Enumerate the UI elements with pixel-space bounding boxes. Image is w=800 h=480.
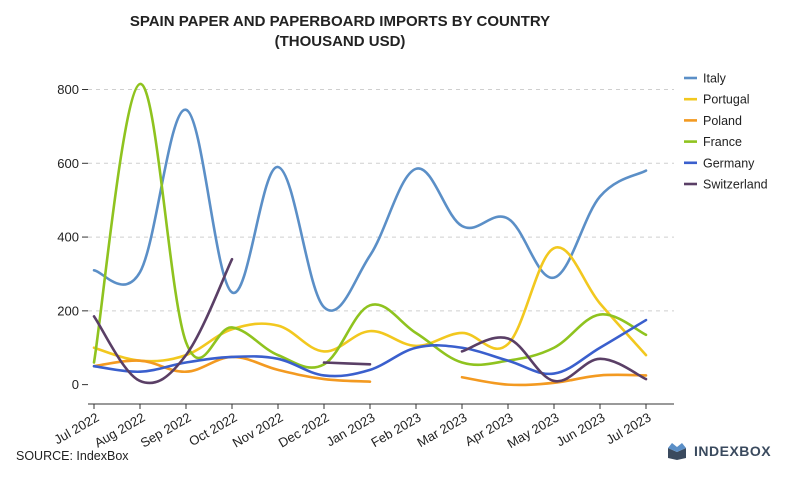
series-line-poland xyxy=(460,373,648,387)
x-tick-label: May 2023 xyxy=(505,410,562,452)
logo-text: INDEXBOX xyxy=(694,443,772,459)
legend-item-switzerland: Switzerland xyxy=(684,178,768,192)
y-tick-label: 200 xyxy=(57,303,79,318)
series-line-italy xyxy=(92,108,648,312)
x-tick-label: Jul 2023 xyxy=(603,410,653,448)
legend-label: Portugal xyxy=(703,93,750,107)
legend-item-italy: Italy xyxy=(684,72,727,86)
legend-label: Italy xyxy=(703,72,727,86)
series-france xyxy=(92,82,648,369)
series-italy xyxy=(92,108,648,312)
chart-title-line2: (THOUSAND USD) xyxy=(274,33,406,50)
chart-title-line1: SPAIN PAPER AND PAPERBOARD IMPORTS BY CO… xyxy=(129,13,551,30)
chart-title: SPAIN PAPER AND PAPERBOARD IMPORTS BY CO… xyxy=(0,12,680,52)
legend-item-poland: Poland xyxy=(684,114,742,128)
legend-label: Switzerland xyxy=(703,178,768,192)
series-switzerland xyxy=(92,257,648,385)
indexbox-logo: INDEXBOX xyxy=(666,442,771,460)
y-tick-label: 600 xyxy=(57,156,79,171)
y-tick-label: 800 xyxy=(57,82,79,97)
series-germany xyxy=(92,318,648,378)
legend-label: Poland xyxy=(703,114,742,128)
legend-label: France xyxy=(703,135,742,149)
series-line-switzerland xyxy=(460,336,648,383)
series-line-france xyxy=(92,82,648,369)
box-logo-icon xyxy=(668,443,686,460)
x-tick-label: Oct 2022 xyxy=(186,410,239,449)
x-tick-label: Dec 2022 xyxy=(276,410,332,451)
source-note: SOURCE: IndexBox xyxy=(16,449,129,463)
x-tick-label: Mar 2023 xyxy=(414,410,469,450)
series-line-switzerland xyxy=(92,257,234,385)
x-tick-label: Nov 2022 xyxy=(230,410,286,451)
x-tick-label: Sep 2022 xyxy=(138,410,194,451)
series-line-switzerland xyxy=(322,361,372,366)
y-tick-label: 0 xyxy=(72,377,79,392)
x-tick-label: Aug 2022 xyxy=(92,410,148,451)
series-line-germany xyxy=(92,318,648,378)
x-tick-label: Jan 2023 xyxy=(324,410,378,450)
legend-item-germany: Germany xyxy=(684,156,755,170)
x-tick-label: Jun 2023 xyxy=(554,410,608,450)
y-tick-label: 400 xyxy=(57,230,79,245)
legend-label: Germany xyxy=(703,156,755,170)
x-tick-label: Feb 2023 xyxy=(368,410,423,450)
legend-item-france: France xyxy=(684,135,742,149)
legend-item-portugal: Portugal xyxy=(684,93,750,107)
